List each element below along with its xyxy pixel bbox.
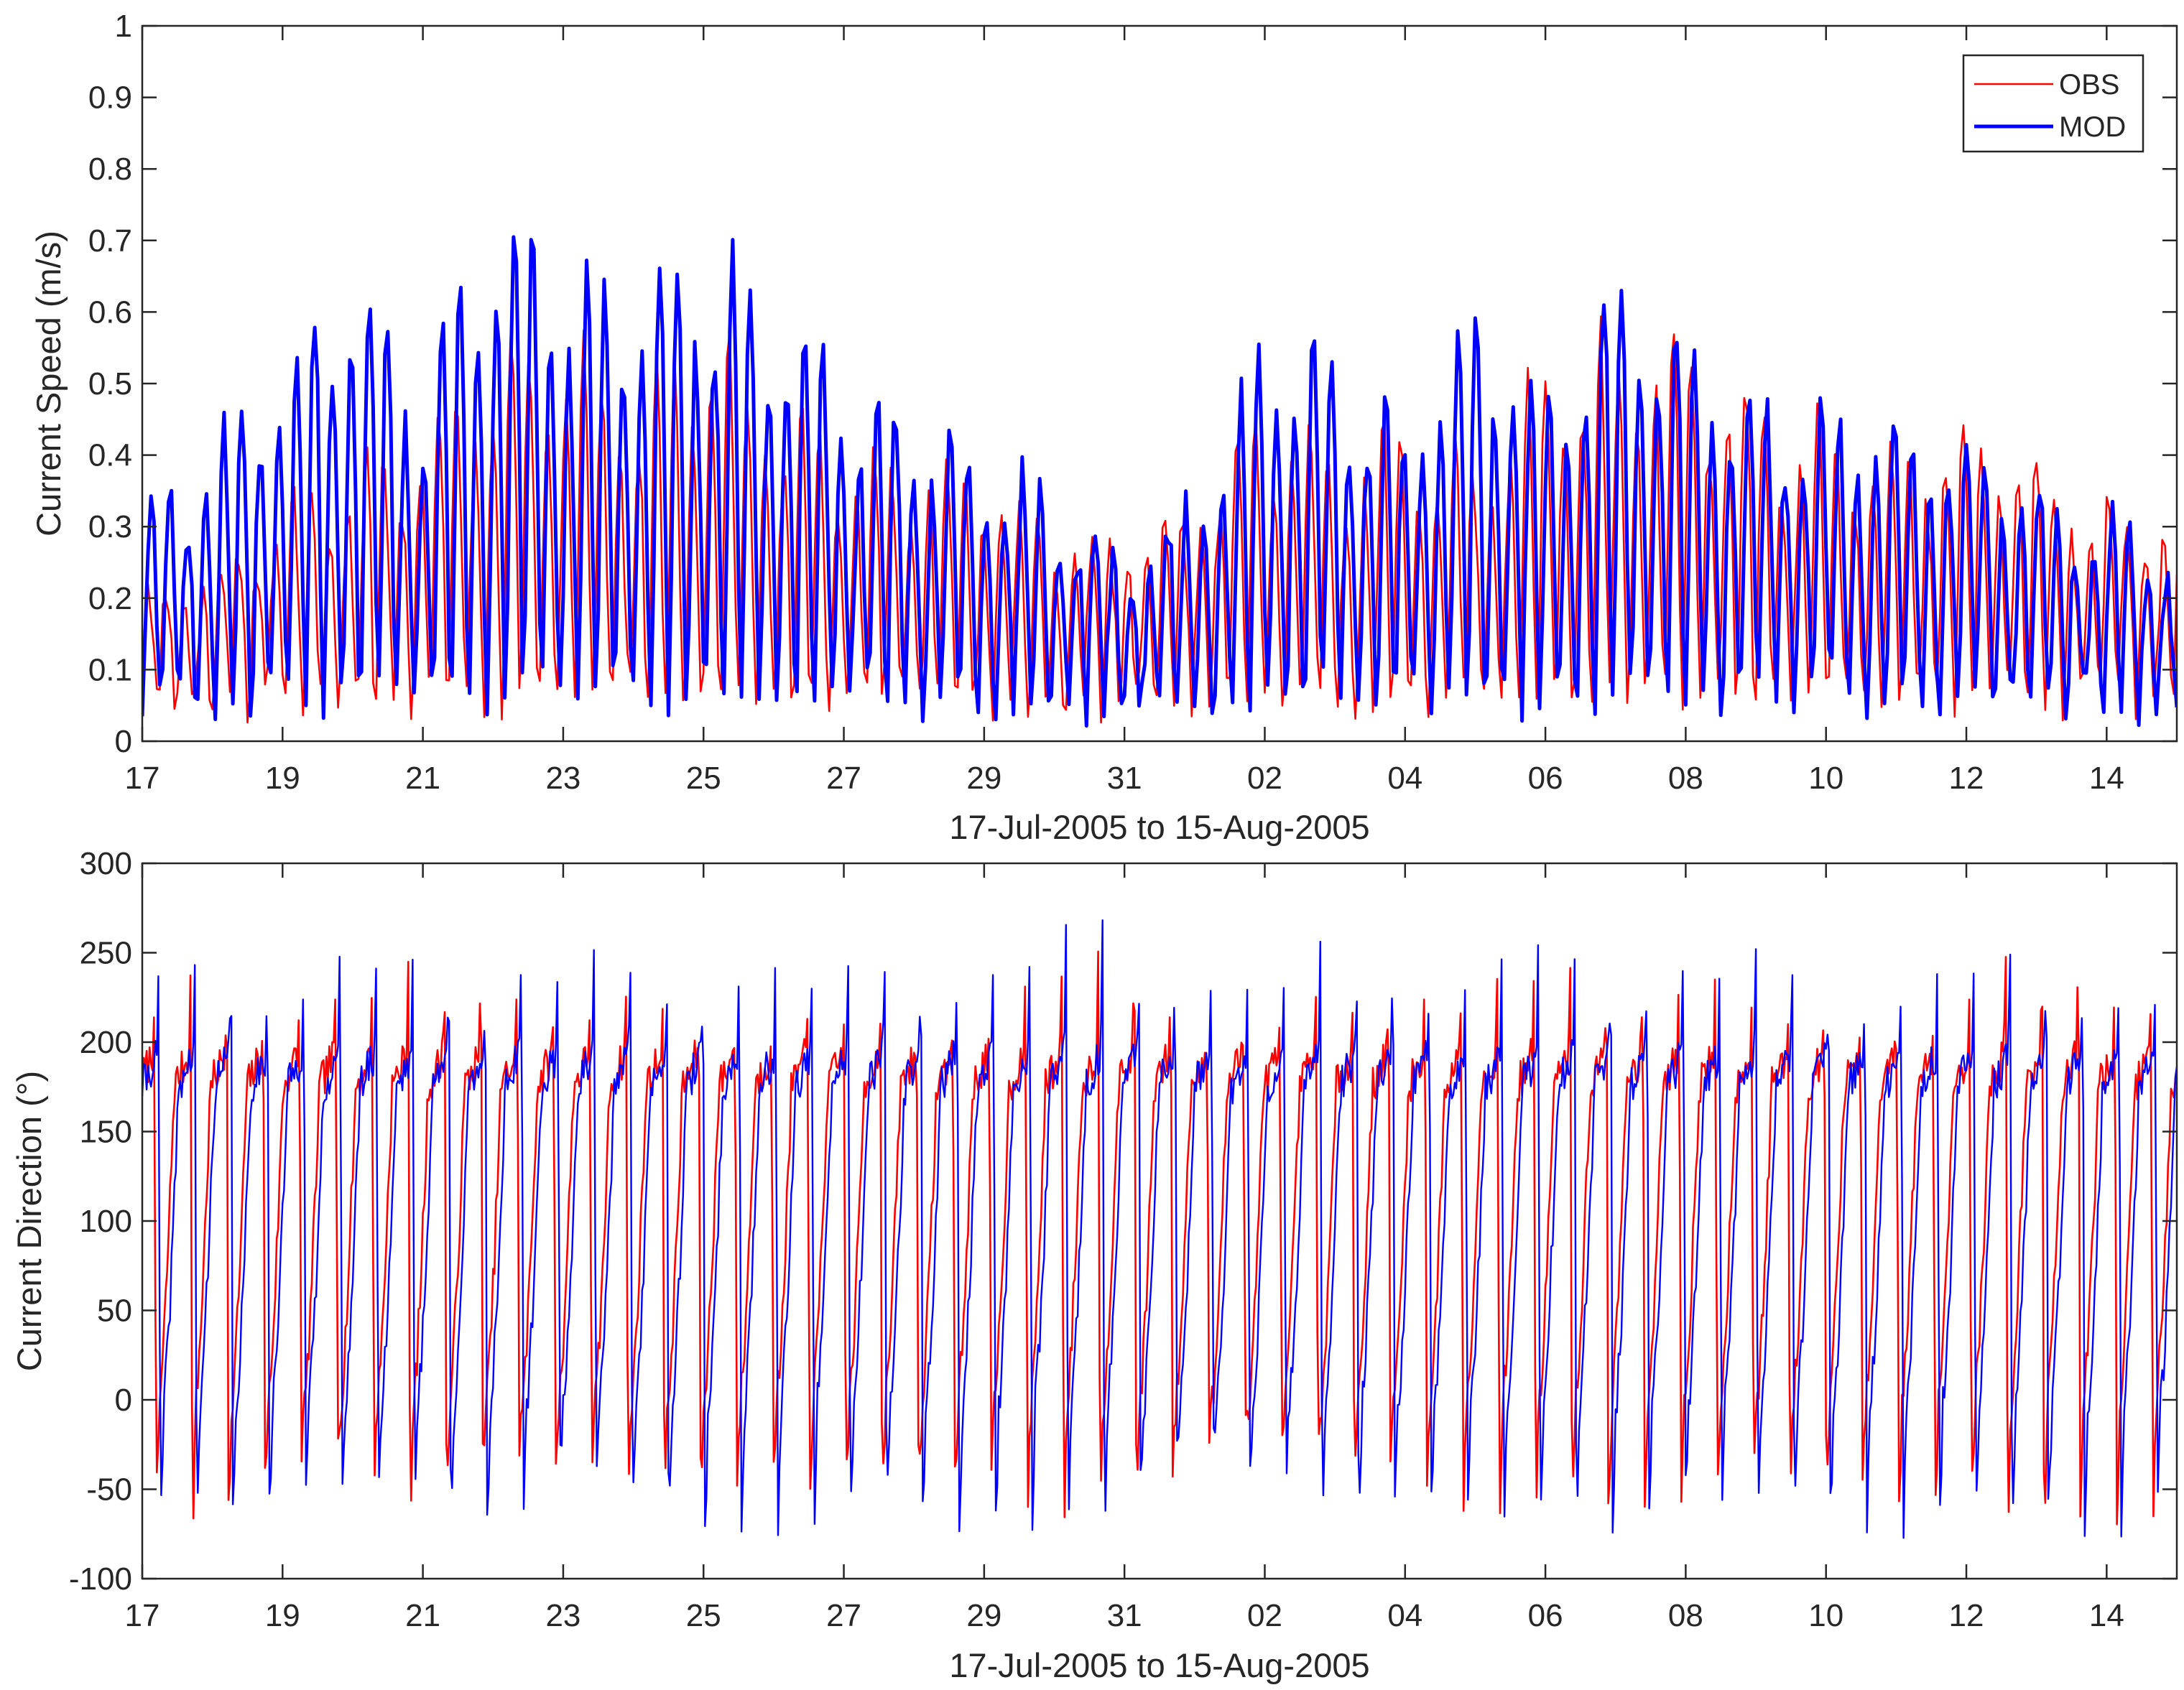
speed-x-tick-label: 10 (1808, 761, 1843, 796)
speed-x-tick-label: 31 (1107, 761, 1142, 796)
dir-x-tick-label: 25 (686, 1598, 721, 1633)
speed-panel: 0 0.1 0.2 0.3 0.4 0.5 0.6 0.7 0.8 0.9 1 17 19 21 23 25… (29, 9, 2178, 846)
speed-y-tick-label: 0.4 (88, 438, 132, 473)
dir-x-tick-label: 21 (405, 1598, 440, 1633)
speed-x-tick-label: 29 (966, 761, 1001, 796)
dir-y-tick-label: -50 (86, 1472, 132, 1508)
direction-x-axis: 17 19 21 23 25 27 29 31 02 04 06 08 10 12 14 (125, 863, 2124, 1633)
direction-series-layer (142, 919, 2177, 1539)
dir-x-tick-label: 14 (2089, 1598, 2124, 1633)
dir-x-tick-label: 04 (1387, 1598, 1422, 1633)
speed-y-tick-label: 0.2 (88, 581, 132, 616)
dir-y-tick-label: 300 (80, 846, 132, 881)
speed-y-tick-label: 0.9 (88, 80, 132, 116)
dir-x-tick-label: 29 (966, 1598, 1001, 1633)
dir-x-tick-label: 23 (545, 1598, 580, 1633)
legend-box (1962, 54, 2144, 153)
dir-y-tick-label: 100 (80, 1204, 132, 1239)
speed-x-tick-label: 25 (686, 761, 721, 796)
speed-x-tick-label: 17 (125, 761, 160, 796)
speed-y-tick-label: 1 (115, 9, 132, 44)
speed-x-tick-label: 21 (405, 761, 440, 796)
direction-series-mod-line (142, 919, 2177, 1539)
dir-y-tick-label: 0 (115, 1383, 132, 1418)
speed-x-tick-label: 19 (265, 761, 300, 796)
speed-y-axis-label: Current Speed (m/s) (29, 231, 68, 537)
speed-x-tick-label: 08 (1668, 761, 1703, 796)
speed-x-tick-label: 14 (2089, 761, 2124, 796)
speed-series-mod-line (142, 235, 2177, 728)
speed-series-layer (142, 235, 2177, 728)
speed-x-tick-label: 27 (826, 761, 861, 796)
speed-y-tick-label: 0.3 (88, 509, 132, 544)
dir-x-tick-label: 02 (1247, 1598, 1282, 1633)
speed-y-tick-label: 0 (115, 724, 132, 759)
speed-x-tick-label: 06 (1528, 761, 1563, 796)
dir-y-tick-label: 50 (97, 1294, 132, 1329)
speed-y-tick-label: 0.6 (88, 294, 132, 330)
dir-y-tick-label: 200 (80, 1025, 132, 1060)
speed-x-tick-label: 12 (1949, 761, 1984, 796)
legend: OBS MOD (1962, 54, 2144, 153)
dir-x-tick-label: 19 (265, 1598, 300, 1633)
dir-x-tick-label: 10 (1808, 1598, 1843, 1633)
dir-y-tick-label: 250 (80, 936, 132, 971)
direction-y-axis-label: Current Direction (°) (10, 1071, 48, 1371)
legend-obs-label: OBS (2059, 69, 2119, 101)
direction-panel: -100 -50 0 50 100 150 200 250 300 17 19 21 23 25 27 29… (10, 846, 2178, 1684)
speed-y-tick-label: 0.7 (88, 223, 132, 259)
speed-y-tick-label: 0.1 (88, 652, 132, 687)
direction-plot-area (142, 863, 2177, 1579)
dir-x-tick-label: 17 (125, 1598, 160, 1633)
direction-y-axis: -100 -50 0 50 100 150 200 250 300 (69, 846, 2177, 1597)
speed-y-tick-label: 0.8 (88, 152, 132, 187)
dir-x-tick-label: 12 (1949, 1598, 1984, 1633)
dir-x-tick-label: 08 (1668, 1598, 1703, 1633)
dir-y-tick-label: 150 (80, 1115, 132, 1150)
direction-x-axis-label: 17-Jul-2005 to 15-Aug-2005 (949, 1646, 1369, 1684)
speed-y-axis: 0 0.1 0.2 0.3 0.4 0.5 0.6 0.7 0.8 0.9 1 (88, 9, 2177, 759)
speed-x-tick-label: 04 (1387, 761, 1422, 796)
dir-x-tick-label: 06 (1528, 1598, 1563, 1633)
speed-x-axis: 17 19 21 23 25 27 29 31 02 04 06 08 10 12 14 (125, 26, 2124, 796)
speed-x-tick-label: 02 (1247, 761, 1282, 796)
dir-y-tick-label: -100 (69, 1561, 132, 1597)
direction-series-obs-line (142, 950, 2177, 1526)
legend-mod-label: MOD (2059, 111, 2126, 143)
dir-x-tick-label: 27 (826, 1598, 861, 1633)
speed-x-tick-label: 23 (545, 761, 580, 796)
dir-x-tick-label: 31 (1107, 1598, 1142, 1633)
speed-y-tick-label: 0.5 (88, 366, 132, 401)
speed-x-axis-label: 17-Jul-2005 to 15-Aug-2005 (949, 808, 1369, 846)
